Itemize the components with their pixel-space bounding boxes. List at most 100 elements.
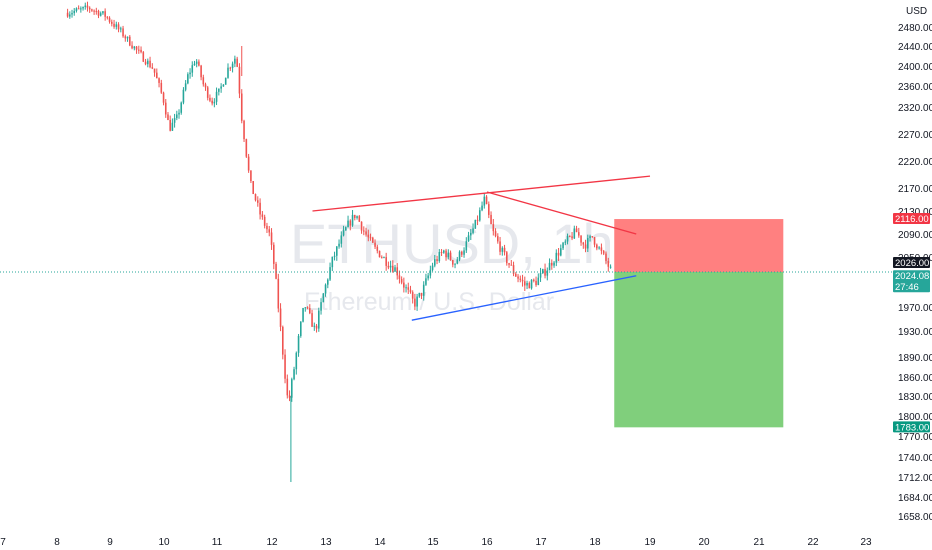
price-tick-label: 2480.00 xyxy=(898,23,932,34)
price-tick-label: 2130.00 xyxy=(898,207,932,218)
candle xyxy=(409,285,412,294)
candle xyxy=(80,6,82,13)
candle xyxy=(394,264,396,272)
candle xyxy=(243,119,245,142)
price-tag-label: 1783.00 xyxy=(895,422,929,433)
short-position-tool[interactable] xyxy=(614,219,784,428)
candle xyxy=(252,181,255,195)
candle xyxy=(501,246,504,256)
candle xyxy=(291,377,293,402)
candle xyxy=(313,322,316,331)
candle xyxy=(544,263,546,279)
candle xyxy=(338,239,340,249)
candle xyxy=(418,292,421,298)
candle xyxy=(302,307,304,323)
time-tick-label: 13 xyxy=(320,537,332,548)
candle xyxy=(499,236,501,256)
candle xyxy=(227,63,229,79)
currency-label[interactable]: USD xyxy=(906,6,927,17)
time-tick-label: 9 xyxy=(107,537,113,548)
price-tick-label: 1930.00 xyxy=(898,327,932,338)
candle xyxy=(449,250,452,261)
candle xyxy=(461,250,463,257)
candle xyxy=(376,244,379,254)
candle xyxy=(454,263,456,269)
price-tag: 2116.00 xyxy=(893,213,930,225)
candle xyxy=(158,77,160,88)
candle xyxy=(206,85,209,101)
candle xyxy=(273,242,275,270)
candle xyxy=(602,249,605,256)
time-tick-label: 19 xyxy=(644,537,656,548)
candle xyxy=(591,236,594,238)
candle xyxy=(385,252,387,271)
candle xyxy=(293,366,295,381)
candle xyxy=(73,8,76,16)
candle xyxy=(403,277,405,293)
candle xyxy=(438,249,441,263)
candle xyxy=(512,261,515,277)
candle xyxy=(324,283,327,297)
take-profit-zone[interactable] xyxy=(614,272,784,428)
candle xyxy=(151,63,154,70)
candle xyxy=(111,19,113,27)
candle xyxy=(234,55,236,68)
price-tick-label: 1770.00 xyxy=(898,432,932,443)
candle xyxy=(93,9,95,15)
candle xyxy=(171,118,174,131)
trendline[interactable] xyxy=(411,275,637,321)
price-tick-label: 2400.00 xyxy=(898,62,932,73)
candle xyxy=(169,115,171,132)
candle xyxy=(256,196,259,207)
candle xyxy=(240,89,243,124)
candle xyxy=(555,249,558,267)
candle xyxy=(198,59,200,67)
candle xyxy=(102,10,104,15)
candle xyxy=(380,255,383,259)
candle xyxy=(191,61,194,77)
candle xyxy=(467,231,470,242)
candle-series xyxy=(66,1,612,482)
candle xyxy=(436,255,438,265)
candle xyxy=(463,247,465,258)
candle xyxy=(521,274,524,287)
candle xyxy=(396,263,399,280)
candle xyxy=(160,79,163,94)
candle xyxy=(342,225,345,237)
candle xyxy=(200,64,202,81)
price-tick-label: 2440.00 xyxy=(898,42,932,53)
candle xyxy=(465,237,468,253)
time-axis[interactable]: 7 8 9 10 11 12 13 14 15 16 17 18 19 20 21 22 23 xyxy=(0,537,872,548)
candle xyxy=(483,193,486,209)
candle xyxy=(456,256,459,265)
candle xyxy=(153,68,156,77)
candle xyxy=(564,239,567,246)
candle xyxy=(261,211,264,220)
candle xyxy=(354,214,356,221)
candle xyxy=(589,234,591,242)
time-tick-label: 18 xyxy=(589,537,601,548)
candle xyxy=(202,74,205,87)
time-tick-label: 10 xyxy=(158,537,170,548)
candle xyxy=(275,261,277,280)
candle xyxy=(533,278,535,283)
candle xyxy=(524,276,526,292)
candle xyxy=(231,61,234,73)
stop-loss-zone[interactable] xyxy=(614,219,784,272)
candle xyxy=(286,374,289,399)
candle xyxy=(238,63,241,99)
trendline[interactable] xyxy=(312,175,651,212)
time-tick-label: 23 xyxy=(860,537,872,548)
candle xyxy=(224,77,227,85)
trendline[interactable] xyxy=(486,191,637,235)
trendlines[interactable] xyxy=(312,175,651,321)
candle xyxy=(178,109,180,119)
candle xyxy=(247,153,250,173)
candle xyxy=(126,36,129,42)
candle xyxy=(517,274,519,283)
candle xyxy=(108,16,111,24)
candle xyxy=(485,195,488,205)
candle xyxy=(542,268,544,275)
